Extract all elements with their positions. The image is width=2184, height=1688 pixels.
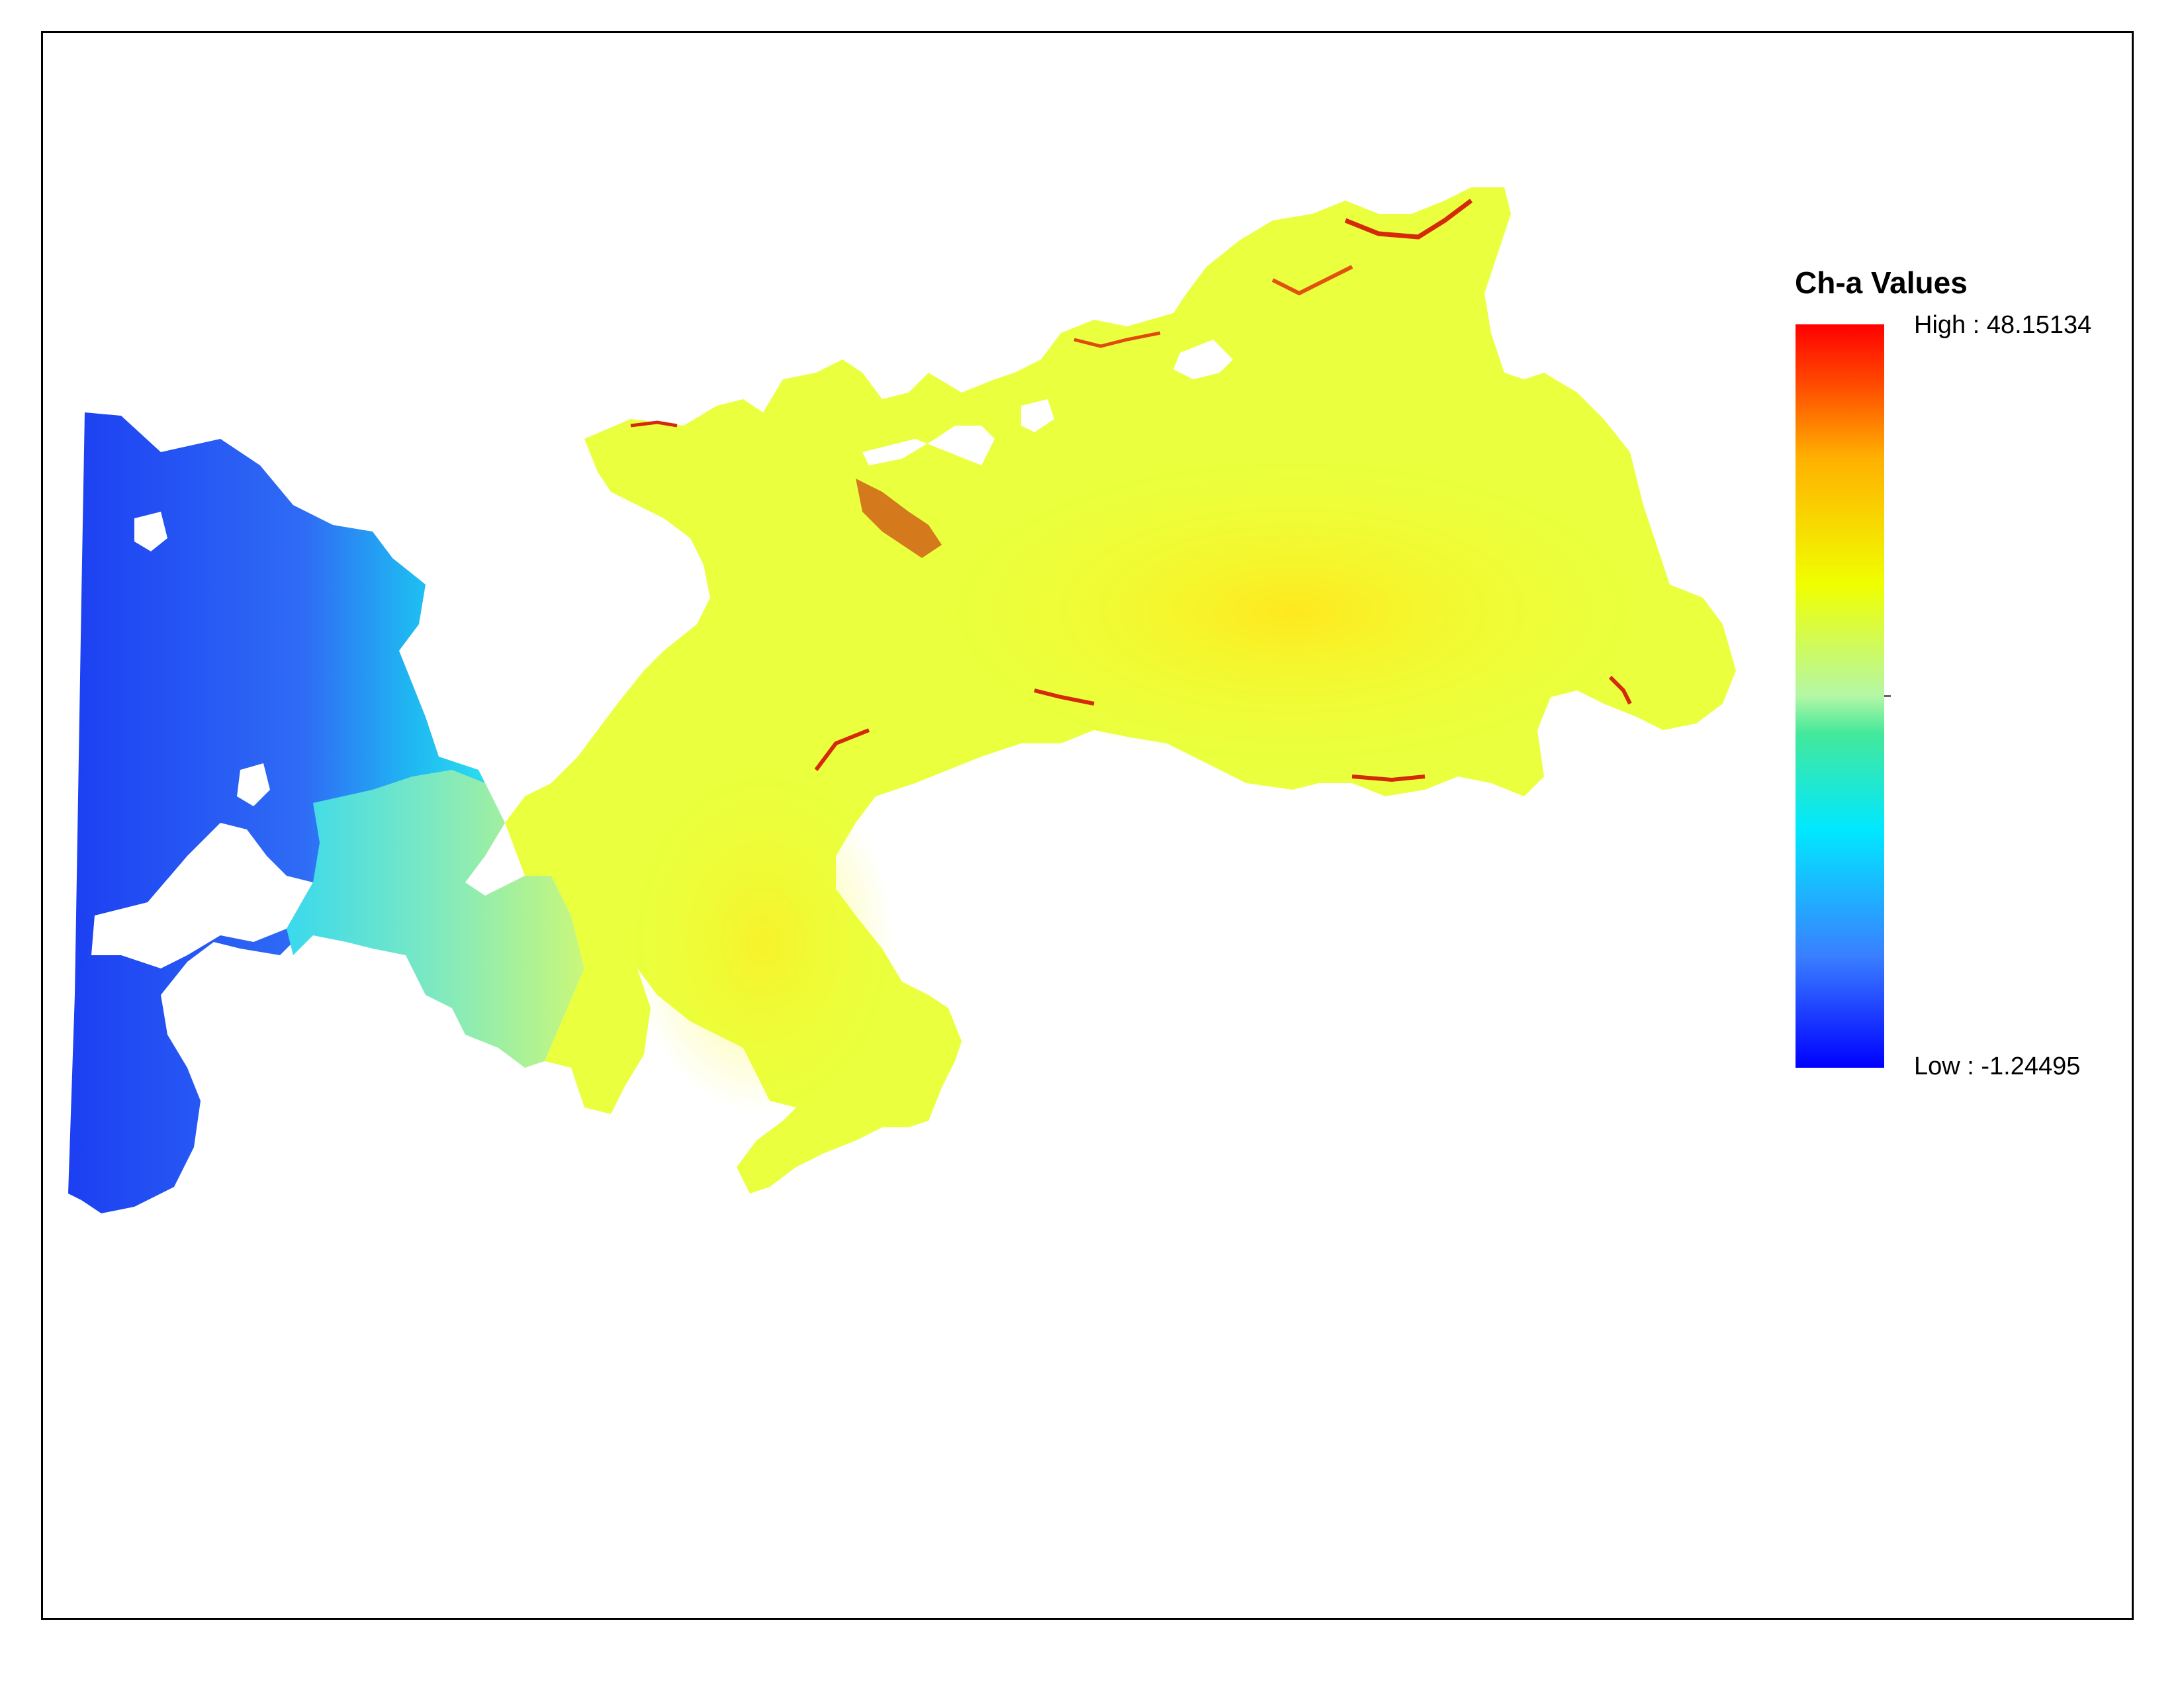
map-frame: [41, 31, 2134, 1620]
legend-low-label: Low : -1.24495: [1914, 1053, 2081, 1080]
hotspot-lagoon: [856, 479, 942, 558]
central-core: [948, 459, 1637, 763]
hotspot-west-edge: [630, 420, 678, 428]
main-island-a: [862, 426, 995, 465]
hotspot-east: [1608, 675, 1632, 705]
chlorophyll-raster-map: [68, 187, 1736, 1213]
hotspot-shore-a: [1034, 688, 1095, 706]
legend-title: Ch-a Values: [1795, 265, 1968, 300]
legend-high-label: High : 48.15134: [1914, 311, 2092, 339]
southern-arm-core: [631, 770, 895, 1114]
legend-color-ramp: [1796, 324, 1884, 1068]
hotspot-northwest: [1271, 265, 1353, 296]
main-island-c: [1173, 340, 1233, 379]
west-island-mid: [237, 763, 270, 806]
legend-mid-tick: [1884, 695, 1891, 697]
hotspot-shore-b: [814, 728, 870, 771]
hotspot-north-shore: [1073, 331, 1161, 348]
hotspot-south: [1351, 774, 1426, 782]
west-island-large: [91, 823, 313, 968]
main-island-b: [1021, 399, 1054, 432]
hotspot-north: [1344, 199, 1473, 240]
west-region: [68, 412, 498, 1213]
channel-region: [287, 770, 584, 1068]
west-island-small: [134, 512, 167, 551]
